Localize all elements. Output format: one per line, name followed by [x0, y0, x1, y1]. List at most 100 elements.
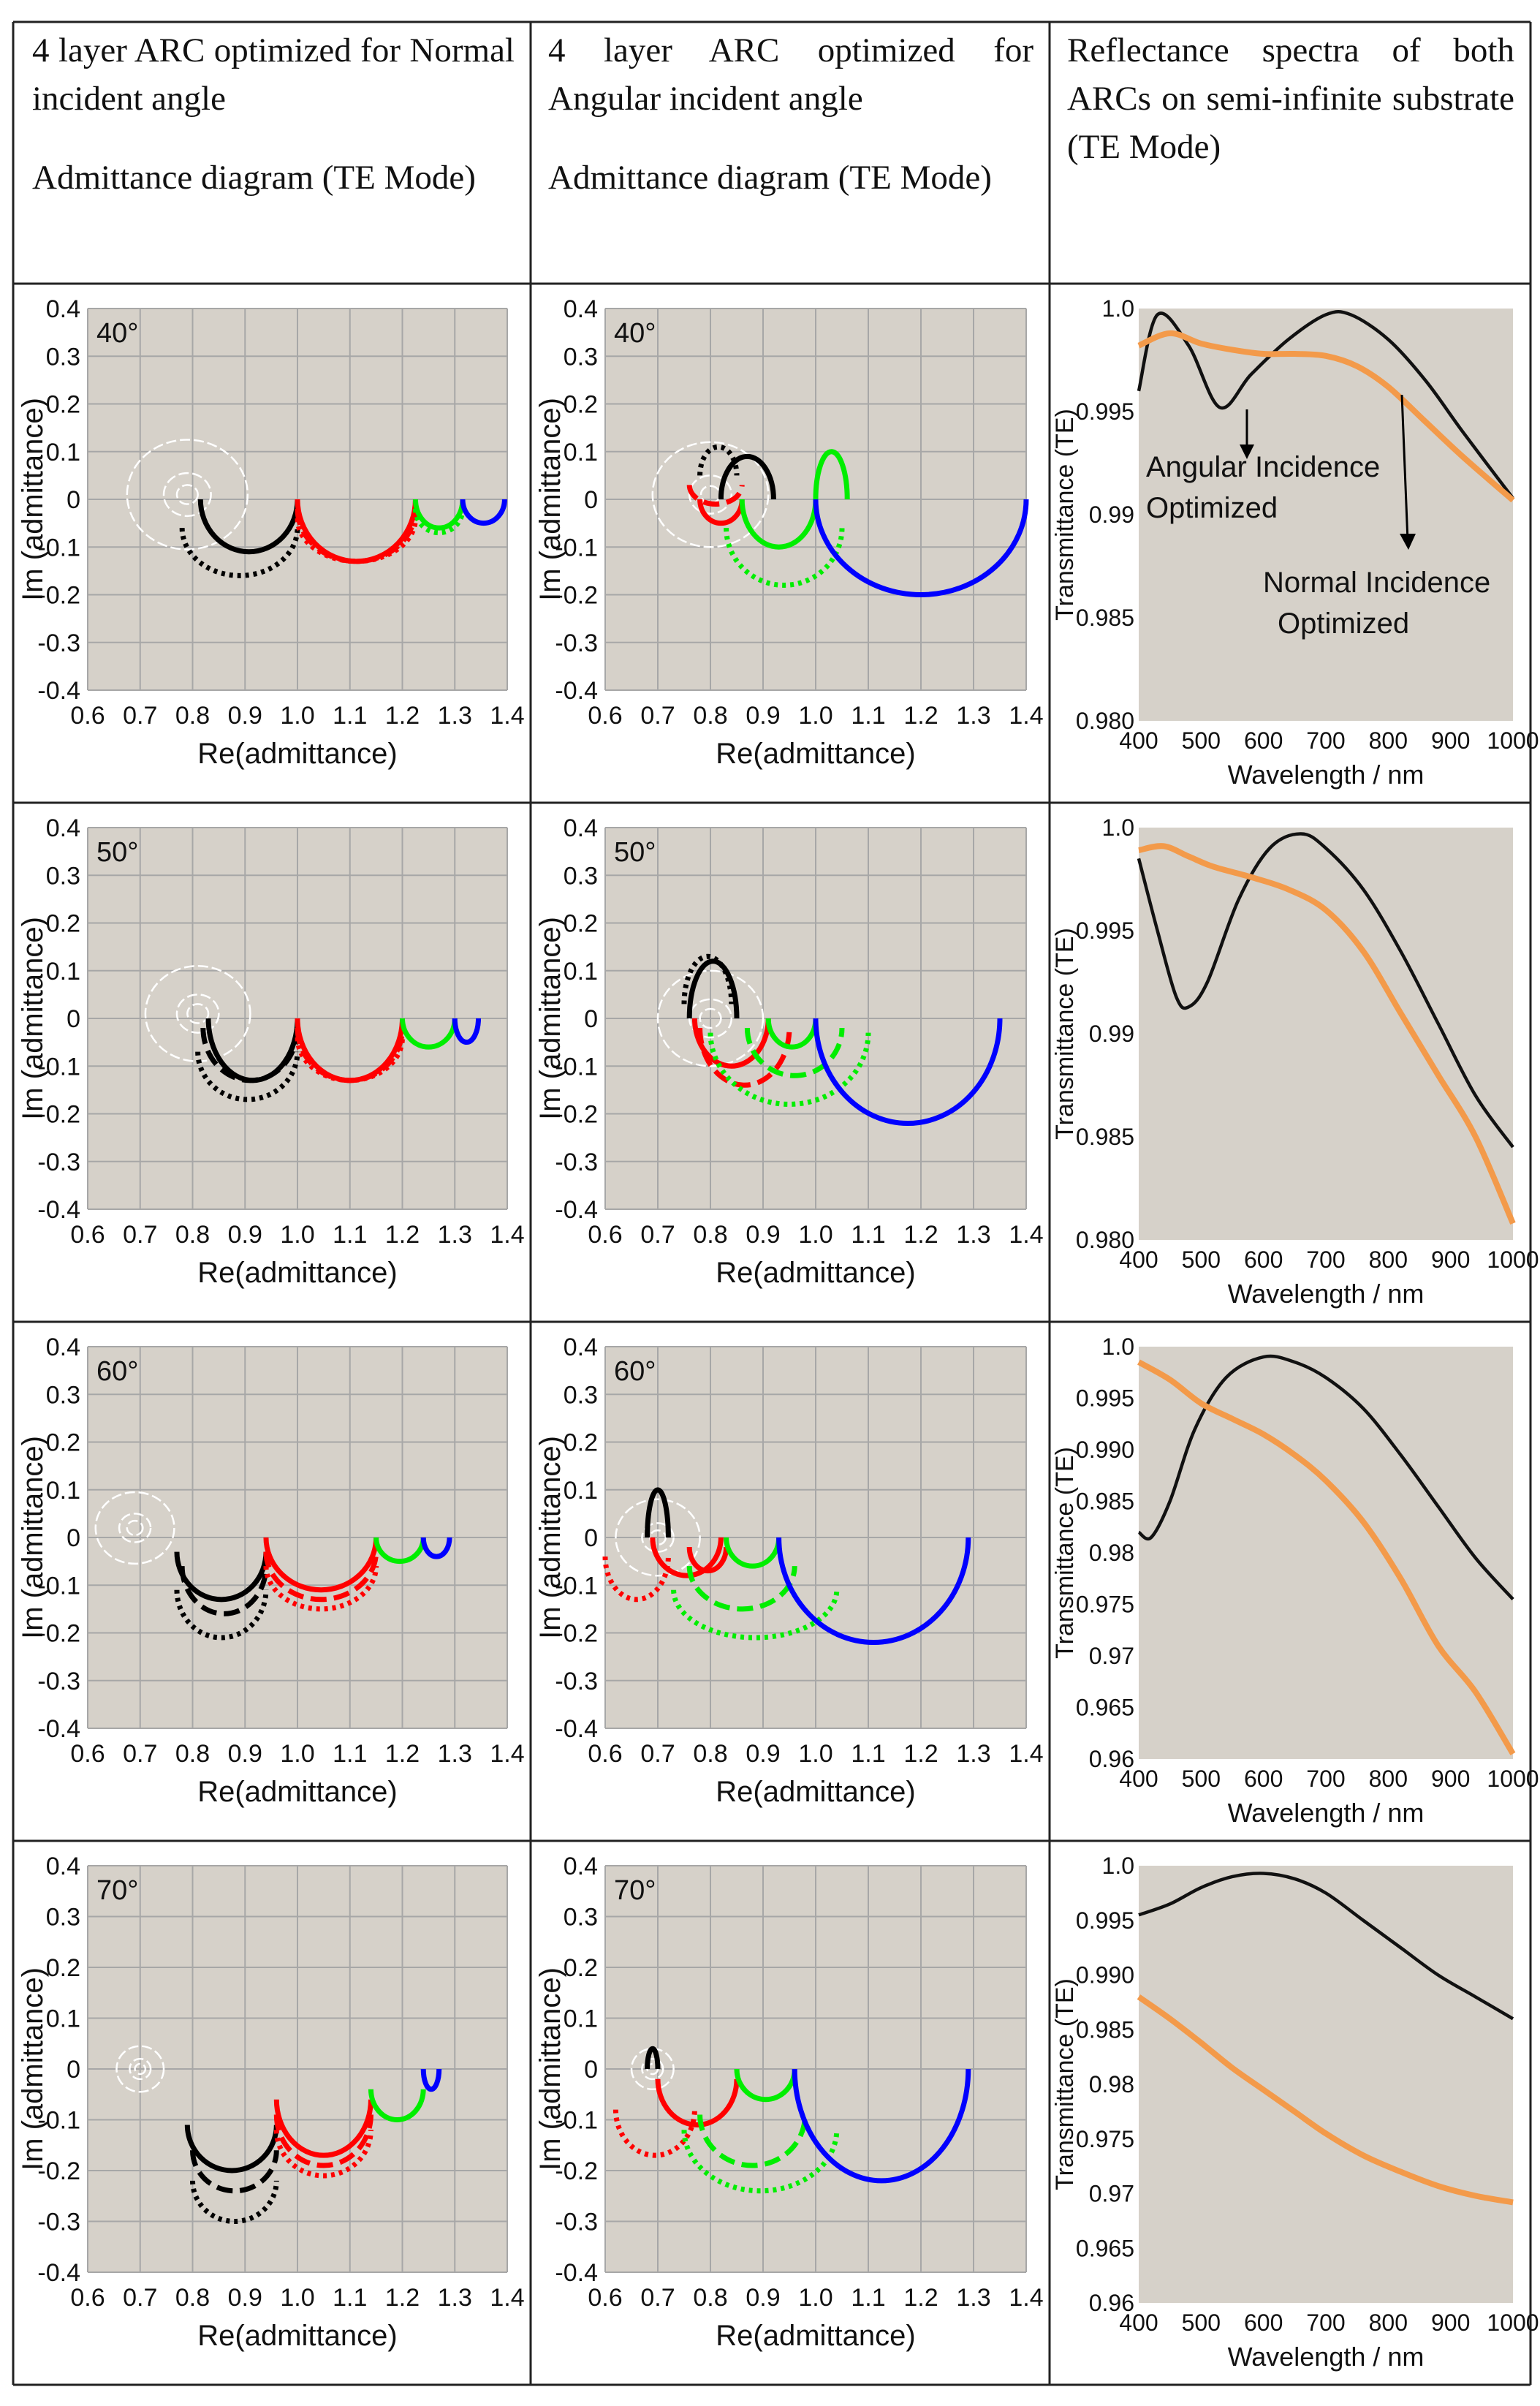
- y-tick-label: 1.0: [1102, 295, 1134, 322]
- y-tick-label: -0.1: [37, 1053, 80, 1081]
- x-tick-label: 1.0: [798, 1740, 832, 1768]
- x-tick-label: 1.3: [956, 2284, 990, 2312]
- header-normal-column: 4 layer ARC optimized for Normal inciden…: [32, 26, 515, 232]
- layer-2-arc-solid: [655, 2078, 740, 2127]
- x-tick-label: 0.7: [640, 1221, 675, 1249]
- layer-2-arc-solid: [697, 499, 745, 526]
- layer-1-arc-dotted: [190, 2180, 279, 2224]
- x-tick-label: 1000: [1487, 727, 1539, 754]
- x-tick-label: 500: [1182, 1766, 1221, 1792]
- y-tick-label: 0.2: [564, 1429, 598, 1457]
- x-tick-label: 700: [1306, 1246, 1345, 1273]
- y-tick-label: -0.1: [37, 2107, 80, 2135]
- header-normal-subtitle: Admittance diagram (TE Mode): [32, 159, 476, 197]
- plot-area: [1139, 309, 1513, 721]
- x-tick-label: 700: [1306, 2309, 1345, 2336]
- y-tick-label: -0.3: [555, 1668, 598, 1695]
- layer-1-arc-dotted: [179, 528, 300, 578]
- x-tick-label: 1.2: [385, 1221, 420, 1249]
- y-tick-label: -0.4: [37, 1196, 80, 1224]
- x-tick-label: 0.7: [123, 1221, 157, 1249]
- y-tick-label: -0.2: [37, 582, 80, 610]
- x-axis-label: Re(admittance): [716, 738, 915, 770]
- layer-3-arc-dotted: [412, 508, 466, 536]
- x-tick-label: 0.8: [175, 702, 210, 730]
- layer-3-arc-solid: [368, 2089, 426, 2122]
- layer-1-arc-dotted: [195, 1051, 300, 1102]
- x-tick-label: 0.9: [228, 702, 262, 730]
- x-tick-label: 1.4: [1009, 2284, 1043, 2312]
- y-axis-label: Transmittance (TE): [1051, 928, 1079, 1140]
- x-tick-label: 1.4: [490, 1221, 524, 1249]
- y-tick-label: 0: [584, 1005, 598, 1033]
- y-tick-label: 0: [67, 1005, 80, 1033]
- gridlines: [87, 308, 508, 691]
- admittance-circle: [115, 2045, 165, 2093]
- angle-label: 60°: [96, 1356, 138, 1387]
- y-tick-label: 0.1: [564, 1477, 598, 1505]
- x-tick-label: 1.2: [903, 2284, 938, 2312]
- x-tick-label: 1.4: [490, 702, 524, 730]
- y-tick-label: 0.985: [1076, 1488, 1134, 1515]
- layer-4-arc-solid: [813, 1018, 1003, 1127]
- layer-1-arc-solid: [645, 2046, 661, 2070]
- x-axis-label: Wavelength / nm: [1228, 2342, 1425, 2372]
- x-axis-label: Re(admittance): [197, 2320, 397, 2352]
- y-tick-label: -0.2: [555, 2157, 598, 2185]
- x-tick-label: 1.3: [438, 2284, 472, 2312]
- x-tick-label: 1.3: [438, 1221, 472, 1249]
- x-axis-label: Re(admittance): [716, 2320, 915, 2352]
- y-tick-label: 0.4: [564, 1333, 598, 1361]
- layer-3-arc-solid: [739, 499, 819, 550]
- y-tick-label: 0.975: [1076, 1592, 1134, 1618]
- y-tick-label: 0.1: [564, 439, 598, 466]
- layer-2-arc-dotted: [295, 1037, 405, 1083]
- layer-2-arc-dotted: [273, 2130, 373, 2179]
- admittance-circle: [129, 2057, 152, 2081]
- admittance-normal-50: 0.6 0.7 0.8 0.9 1.0 1.1 1.2 1.3 1.4 0.4 0.3 0.2 0.1 0…: [15, 804, 529, 1320]
- y-axis-label: Im (admittance): [534, 917, 566, 1120]
- angle-label: 50°: [614, 837, 656, 868]
- x-tick-label: 1.3: [438, 1740, 472, 1768]
- layer-1-arc-dotted: [174, 1589, 269, 1641]
- x-tick-label: 0.8: [175, 1221, 210, 1249]
- y-tick-label: 0.985: [1076, 1124, 1134, 1150]
- y-tick-label: 1.0: [1102, 1853, 1134, 1879]
- header-spectra-title: Reflectance spectra of both ARCs on semi…: [1067, 31, 1514, 166]
- y-tick-label: -0.3: [37, 1149, 80, 1176]
- y-tick-label: 0.995: [1076, 1385, 1134, 1412]
- x-tick-label: 0.8: [693, 1740, 727, 1768]
- x-tick-label: 1.3: [956, 1740, 990, 1768]
- header-angular-title: 4 layer ARC optimized for Angular incide…: [548, 31, 1033, 118]
- y-tick-label: -0.3: [37, 629, 80, 657]
- chart-admittance-normal-50: 0.6 0.7 0.8 0.9 1.0 1.1 1.2 1.3 1.4 0.4 0.3 0.2 0.1 0…: [17, 814, 525, 1289]
- x-tick-label: 900: [1431, 1766, 1470, 1792]
- angle-label: 40°: [96, 318, 138, 349]
- y-axis-label: Im (admittance): [17, 398, 49, 601]
- angular-incidence-curve: [1138, 1872, 1514, 2021]
- admittance-circle: [641, 1522, 675, 1553]
- layer-1-arc-dashed: [179, 1566, 269, 1616]
- layer-1-arc-solid: [184, 2125, 279, 2174]
- layer-3-arc-dashed: [697, 2114, 808, 2168]
- y-axis-label: Im (admittance): [17, 1436, 49, 1639]
- x-tick-label: 1.4: [490, 1740, 524, 1768]
- x-tick-label: 1000: [1487, 1246, 1539, 1273]
- normal-incidence-curve: [1137, 1994, 1514, 2206]
- layer-2-arc-dashed: [273, 2114, 373, 2168]
- spectra-50: 400 500 600 700 800 900 1000 1.0 0.995 0.99 0.985 0…: [1051, 804, 1539, 1320]
- x-tick-label: 600: [1244, 1246, 1283, 1273]
- spectra-60: 400 500 600 700 800 900 1000 1.0 0.995 0.990 0.985…: [1051, 1323, 1539, 1839]
- y-tick-label: 0: [584, 486, 598, 514]
- chart-spectra-60: 400 500 600 700 800 900 1000 1.0 0.995 0.990 0.985…: [1051, 1333, 1539, 1828]
- admittance-angular-60: 0.6 0.7 0.8 0.9 1.0 1.1 1.2 1.3 1.4 0.4 0.3 0.2 0.1 0…: [532, 1323, 1048, 1839]
- x-tick-label: 1.0: [280, 2284, 314, 2312]
- angle-label: 70°: [614, 1875, 656, 1906]
- x-tick-label: 1.1: [333, 2284, 367, 2312]
- y-tick-label: 1.0: [1102, 1333, 1134, 1360]
- layer-3-arc-dashed: [744, 1028, 845, 1078]
- admittance-circle: [126, 439, 249, 551]
- normal-incidence-curve: [1137, 1359, 1516, 1756]
- x-tick-label: 500: [1182, 727, 1221, 754]
